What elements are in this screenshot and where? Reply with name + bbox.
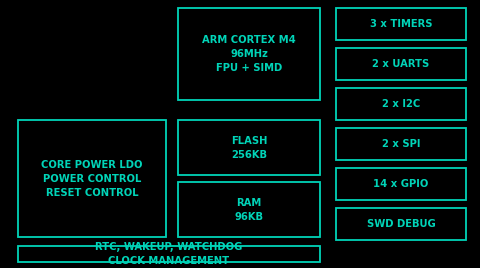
Text: FLASH
256KB: FLASH 256KB [231, 136, 267, 159]
FancyBboxPatch shape [178, 8, 320, 100]
Text: RTC, WAKEUP, WATCHDOG
CLOCK MANAGEMENT: RTC, WAKEUP, WATCHDOG CLOCK MANAGEMENT [96, 242, 243, 266]
FancyBboxPatch shape [336, 48, 466, 80]
Text: 2 x I2C: 2 x I2C [382, 99, 420, 109]
FancyBboxPatch shape [178, 120, 320, 175]
FancyBboxPatch shape [336, 128, 466, 160]
FancyBboxPatch shape [18, 246, 320, 262]
Text: RAM
96KB: RAM 96KB [235, 198, 264, 221]
Text: SWD DEBUG: SWD DEBUG [367, 219, 435, 229]
Text: 2 x SPI: 2 x SPI [382, 139, 420, 149]
FancyBboxPatch shape [336, 168, 466, 200]
Text: CORE POWER LDO
POWER CONTROL
RESET CONTROL: CORE POWER LDO POWER CONTROL RESET CONTR… [41, 159, 143, 198]
Text: 2 x UARTS: 2 x UARTS [372, 59, 430, 69]
FancyBboxPatch shape [336, 88, 466, 120]
FancyBboxPatch shape [336, 208, 466, 240]
Text: 14 x GPIO: 14 x GPIO [373, 179, 429, 189]
FancyBboxPatch shape [336, 8, 466, 40]
Text: 3 x TIMERS: 3 x TIMERS [370, 19, 432, 29]
Text: ARM CORTEX M4
96MHz
FPU + SIMD: ARM CORTEX M4 96MHz FPU + SIMD [202, 35, 296, 73]
FancyBboxPatch shape [18, 120, 166, 237]
FancyBboxPatch shape [178, 182, 320, 237]
